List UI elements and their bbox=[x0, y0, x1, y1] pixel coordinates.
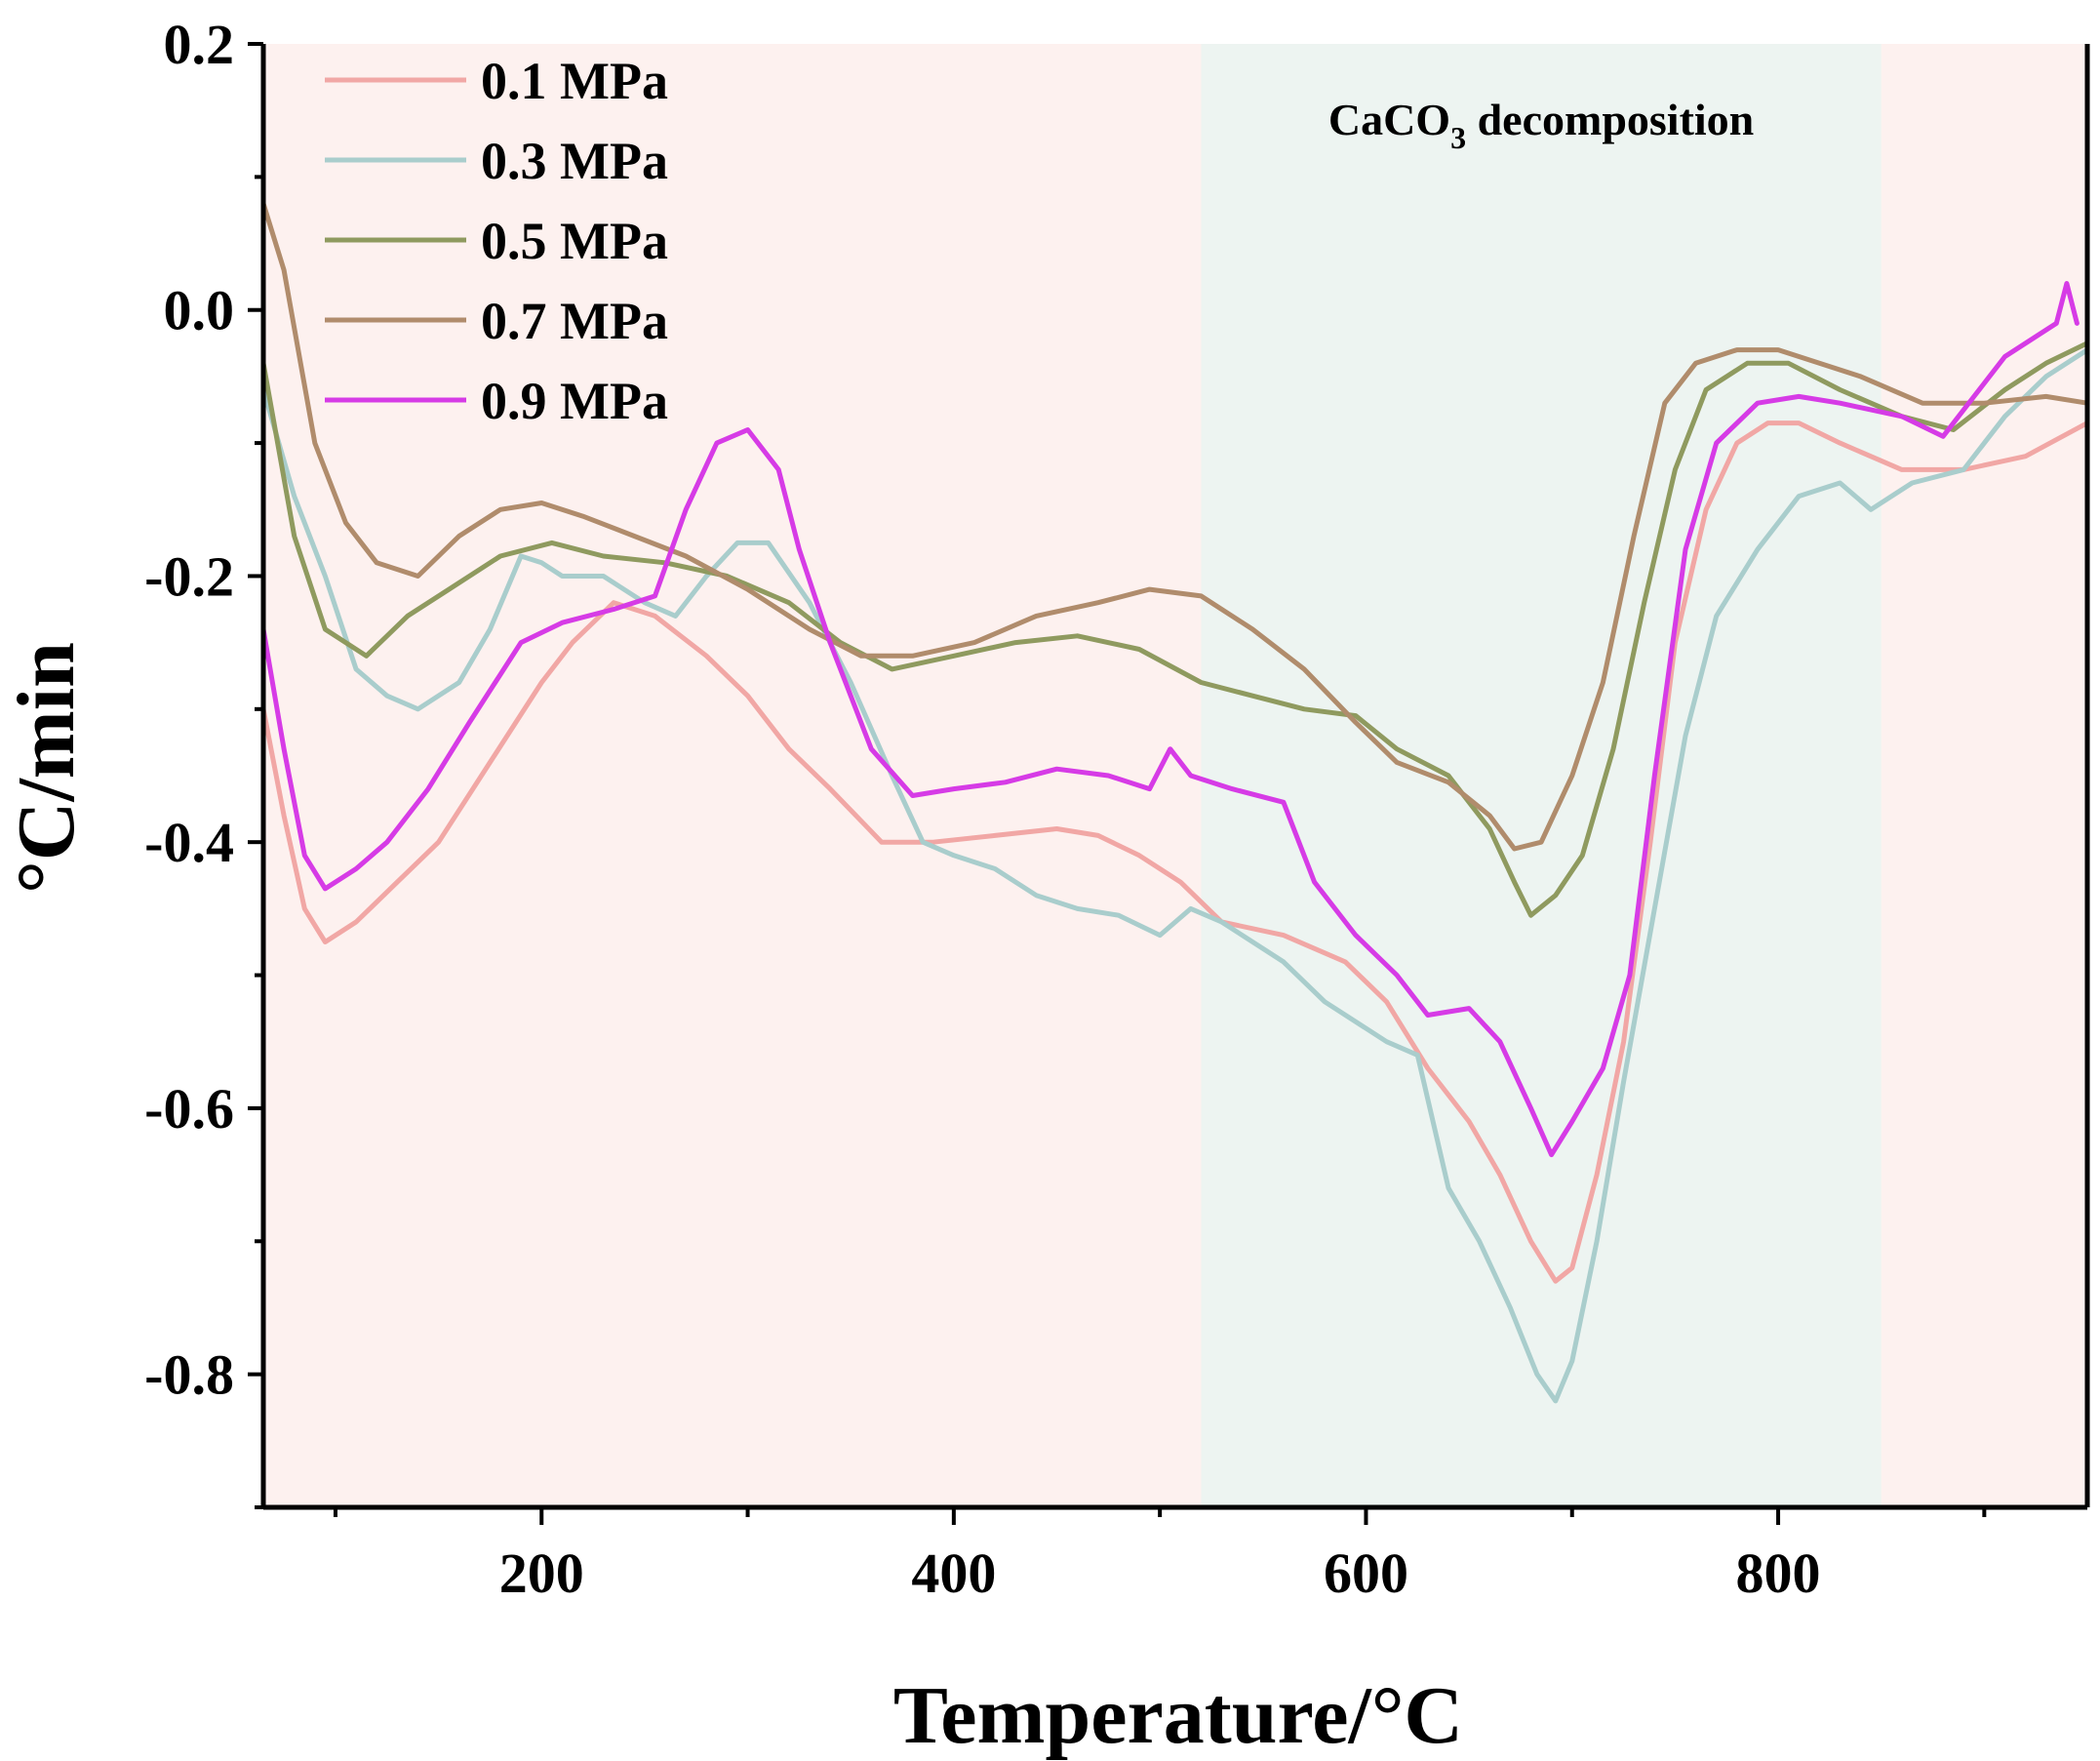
highlight-annotation: CaCO3 decomposition bbox=[1328, 95, 1754, 155]
annotation-main: CaCO bbox=[1328, 95, 1450, 144]
x-tick-labels: 200 400 600 800 bbox=[499, 1541, 1821, 1605]
annotation-tail: decomposition bbox=[1466, 95, 1754, 144]
y-tick-label: -0.2 bbox=[144, 544, 234, 608]
y-tick-labels: 0.2 0.0 -0.2 -0.4 -0.6 -0.8 bbox=[144, 13, 234, 1407]
series-line-0 bbox=[260, 420, 2090, 1284]
legend-label-1: 0.3 MPa bbox=[481, 132, 668, 190]
legend-label-3: 0.7 MPa bbox=[481, 292, 668, 350]
series-lines bbox=[260, 201, 2090, 1404]
axes bbox=[248, 42, 2090, 1525]
highlight-region bbox=[1201, 44, 1882, 1507]
x-tick-label: 800 bbox=[1736, 1541, 1821, 1605]
decomposition-band bbox=[1201, 44, 1882, 1507]
series-line-3 bbox=[260, 201, 2090, 852]
legend-label-4: 0.9 MPa bbox=[481, 372, 668, 430]
x-tick-label: 400 bbox=[911, 1541, 996, 1605]
series-line-4 bbox=[260, 281, 2080, 1158]
legend: 0.1 MPa 0.3 MPa 0.5 MPa 0.7 MPa 0.9 MPa bbox=[325, 52, 668, 430]
x-tick-label: 200 bbox=[499, 1541, 584, 1605]
y-tick-label: -0.6 bbox=[144, 1077, 234, 1141]
x-axis-title: Temperature/°C bbox=[893, 1670, 1463, 1761]
annotation-subscript: 3 bbox=[1450, 120, 1466, 155]
y-tick-label: 0.2 bbox=[164, 13, 235, 76]
y-tick-label: 0.0 bbox=[164, 279, 235, 342]
series-line-2 bbox=[260, 340, 2090, 918]
legend-label-2: 0.5 MPa bbox=[481, 212, 668, 270]
y-tick-label: -0.8 bbox=[144, 1343, 234, 1407]
series-line-1 bbox=[260, 347, 2090, 1404]
y-tick-label: -0.4 bbox=[144, 811, 234, 874]
legend-label-0: 0.1 MPa bbox=[481, 52, 668, 110]
x-tick-label: 600 bbox=[1324, 1541, 1408, 1605]
y-axis-title: °C/min bbox=[1, 642, 92, 894]
